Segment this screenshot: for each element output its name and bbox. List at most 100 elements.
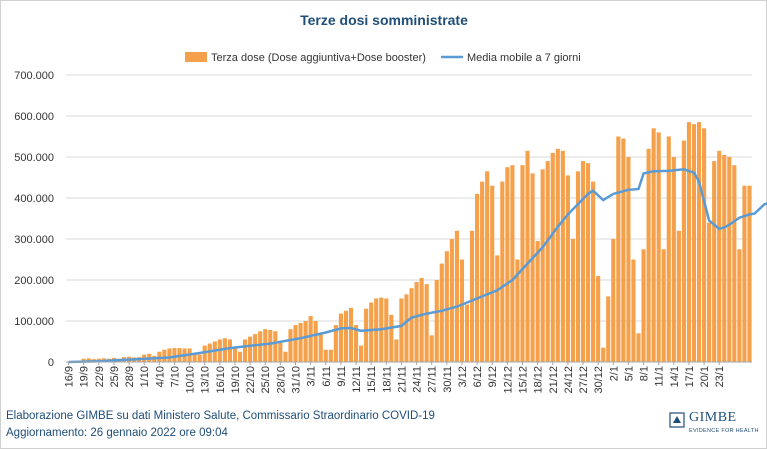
- bar: [364, 308, 369, 362]
- bar: [459, 259, 465, 362]
- bar: [384, 298, 389, 362]
- legend-bar-label: Terza dose (Dose aggiuntiva+Dose booster…: [211, 52, 426, 64]
- bar: [591, 181, 596, 362]
- bar: [429, 335, 434, 362]
- bar: [283, 351, 288, 362]
- x-tick-label: 18/11: [381, 366, 393, 393]
- y-tick-label: 300.000: [14, 234, 54, 246]
- bar: [308, 316, 313, 362]
- moving-average-line: [68, 168, 767, 364]
- x-tick-label: 19/9: [79, 366, 91, 387]
- legend-line-label: Media mobile a 7 giorni: [467, 52, 581, 64]
- bar: [641, 249, 646, 362]
- bar: [485, 171, 490, 362]
- bar: [596, 275, 601, 362]
- bar: [268, 330, 273, 362]
- bar: [540, 169, 545, 362]
- legend: Terza dose (Dose aggiuntiva+Dose booster…: [185, 52, 581, 64]
- x-tick-label: 9/12: [487, 366, 499, 387]
- bar: [691, 124, 697, 362]
- x-tick-label: 8/1: [639, 366, 651, 381]
- bar: [434, 280, 439, 362]
- x-tick-label: 15/11: [366, 366, 378, 393]
- bar: [399, 298, 404, 362]
- gimbe-logo-icon: [669, 412, 685, 428]
- bar: [636, 333, 641, 362]
- bar: [454, 230, 459, 362]
- x-tick-label: 11/1: [654, 366, 666, 387]
- x-tick-label: 14/1: [669, 366, 681, 387]
- x-tick-label: 24/12: [563, 366, 575, 394]
- bar: [424, 284, 429, 362]
- x-tick-label: 21/11: [396, 366, 408, 393]
- bar: [449, 239, 454, 362]
- bar: [515, 259, 520, 362]
- bar: [464, 304, 470, 362]
- bar: [530, 173, 535, 362]
- x-tick-label: 3/12: [457, 366, 469, 387]
- x-tick-label: 4/10: [154, 366, 166, 387]
- bar: [167, 348, 172, 362]
- bar: [394, 339, 399, 362]
- bar: [727, 157, 732, 362]
- bar: [263, 329, 268, 362]
- bar: [248, 336, 253, 362]
- x-tick-label: 28/9: [124, 366, 136, 387]
- bar: [495, 255, 500, 362]
- bar: [550, 152, 555, 362]
- bar: [696, 122, 702, 363]
- bar: [197, 354, 202, 362]
- bar: [348, 307, 354, 362]
- bar: [525, 150, 530, 362]
- y-tick-label: 500.000: [14, 152, 54, 164]
- x-tick-label: 10/10: [185, 366, 197, 394]
- bar: [293, 325, 298, 362]
- legend-bar-swatch: [185, 52, 207, 62]
- bar: [560, 150, 565, 362]
- y-tick-label: 400.000: [14, 193, 54, 205]
- bar-series: [66, 122, 752, 363]
- bar: [475, 193, 480, 362]
- bar: [343, 310, 349, 362]
- bar: [712, 161, 717, 362]
- bar: [273, 331, 278, 362]
- chart-title: Terze dosi somministrate: [300, 12, 468, 28]
- bar: [681, 140, 686, 362]
- bar: [328, 349, 333, 362]
- bar: [747, 185, 752, 362]
- bar: [192, 353, 197, 362]
- bar: [288, 329, 293, 362]
- x-tick-label: 6/11: [321, 366, 333, 387]
- bar: [207, 343, 212, 362]
- bar: [656, 132, 661, 362]
- bar: [258, 331, 263, 362]
- bar: [242, 339, 248, 362]
- bar: [359, 345, 364, 362]
- bar: [707, 222, 712, 362]
- logo-name: GIMBE: [689, 410, 737, 425]
- bar: [469, 230, 475, 362]
- x-tick-label: 23/1: [714, 366, 726, 387]
- bar: [616, 136, 621, 362]
- bar: [626, 157, 631, 362]
- bar: [318, 333, 323, 362]
- bar: [535, 241, 540, 362]
- bar: [172, 348, 177, 362]
- bar: [480, 181, 485, 362]
- bar: [298, 323, 303, 362]
- bar: [232, 347, 238, 362]
- bar: [389, 314, 394, 362]
- bar: [227, 339, 233, 362]
- x-tick-label: 13/10: [200, 366, 212, 394]
- y-tick-label: 700.000: [14, 70, 54, 82]
- bar: [722, 154, 727, 362]
- bar: [278, 341, 283, 362]
- bar: [671, 157, 676, 362]
- y-tick-label: 600.000: [14, 111, 54, 123]
- bar: [611, 239, 616, 362]
- x-tick-label: 30/12: [593, 366, 605, 394]
- gimbe-logo: GIMBE EVIDENCE FOR HEALTH: [667, 410, 758, 440]
- bar: [661, 249, 666, 362]
- x-tick-label: 25/10: [260, 366, 272, 394]
- bar: [490, 185, 495, 362]
